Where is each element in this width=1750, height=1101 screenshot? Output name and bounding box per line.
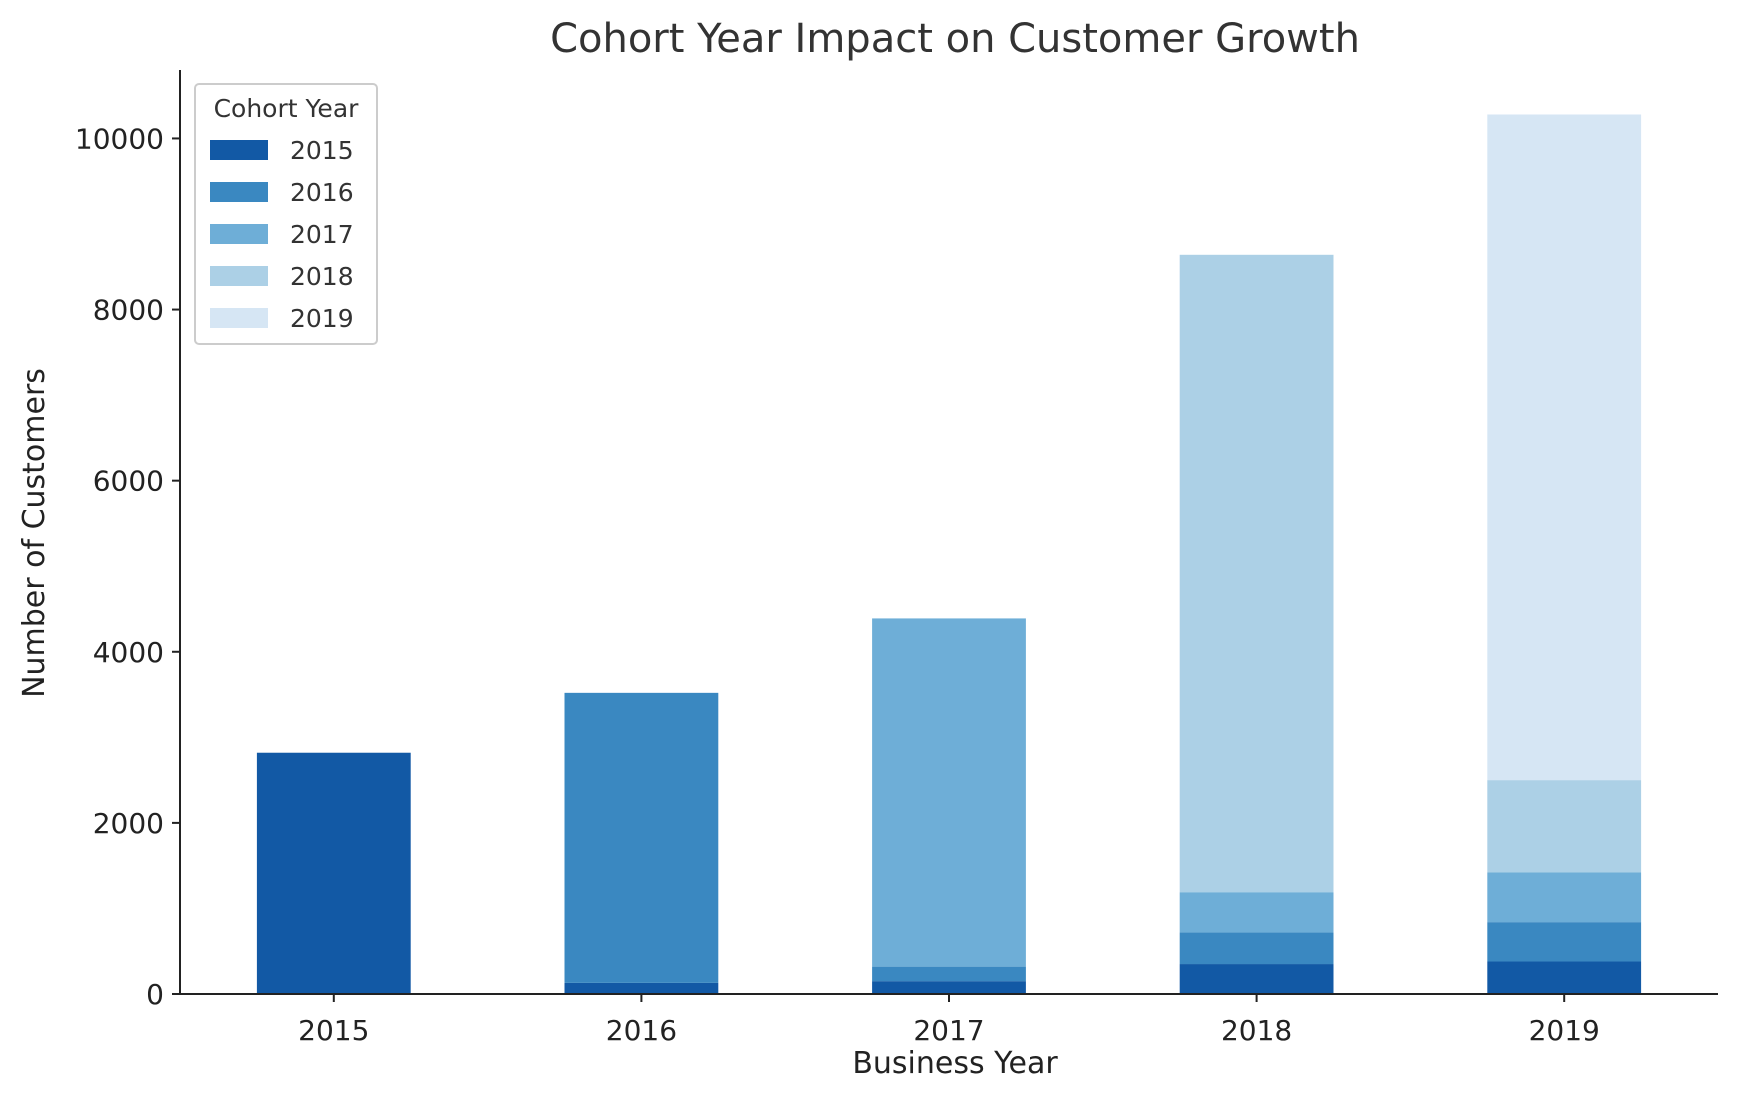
legend-label-2017: 2017 (290, 220, 354, 249)
bar-segment-2017-cohort-2015 (872, 981, 1026, 994)
bar-segment-2015-cohort-2015 (256, 752, 411, 994)
x-ticks: 2015 2016 2017 2018 2019 (298, 994, 1600, 1047)
bar-segment-2019-cohort-2017 (1487, 872, 1642, 923)
y-ticks: 0 2000 4000 6000 8000 10000 (75, 122, 180, 1011)
legend-swatch-2018 (210, 266, 268, 286)
x-tick-label: 2018 (1221, 1014, 1292, 1047)
legend-label-2018: 2018 (290, 262, 354, 291)
bar-segment-2018-cohort-2017 (1179, 892, 1334, 933)
x-axis-label: Business Year (852, 1046, 1058, 1081)
legend: Cohort Year 2015 2016 2017 2018 2019 (194, 83, 378, 345)
chart-title: Cohort Year Impact on Customer Growth (550, 16, 1360, 62)
bar-segment-2019-cohort-2015 (1487, 961, 1642, 994)
legend-swatch-2015 (210, 140, 268, 160)
y-tick-label: 8000 (93, 294, 164, 327)
x-tick-label: 2019 (1529, 1014, 1600, 1047)
bar-segment-2019-cohort-2018 (1487, 780, 1642, 873)
y-tick-label: 2000 (93, 807, 164, 840)
bar-segment-2018-cohort-2016 (1179, 932, 1334, 965)
y-tick-label: 6000 (93, 465, 164, 498)
legend-title: Cohort Year (214, 94, 360, 123)
bar-segment-2017-cohort-2016 (872, 966, 1026, 982)
bar-segment-2016-cohort-2015 (564, 982, 719, 994)
legend-label-2016: 2016 (290, 178, 354, 207)
y-axis-label: Number of Customers (17, 368, 52, 698)
bar-segment-2016-cohort-2016 (564, 692, 719, 983)
bar-segment-2018-cohort-2015 (1179, 964, 1334, 994)
legend-label-2019: 2019 (290, 304, 354, 333)
y-tick-label: 0 (146, 978, 164, 1011)
bar-segment-2018-cohort-2018 (1179, 254, 1334, 893)
x-tick-label: 2016 (606, 1014, 677, 1047)
legend-swatch-2017 (210, 224, 268, 244)
legend-swatch-2019 (210, 308, 268, 328)
y-tick-label: 10000 (75, 122, 164, 155)
x-tick-label: 2015 (298, 1014, 369, 1047)
legend-swatch-2016 (210, 182, 268, 202)
y-tick-label: 4000 (93, 636, 164, 669)
bar-segment-2017-cohort-2017 (872, 618, 1026, 967)
bars-layer (256, 114, 1642, 994)
x-tick-label: 2017 (913, 1014, 984, 1047)
legend-label-2015: 2015 (290, 136, 354, 165)
bar-segment-2019-cohort-2019 (1487, 114, 1642, 781)
bar-segment-2019-cohort-2016 (1487, 922, 1642, 962)
